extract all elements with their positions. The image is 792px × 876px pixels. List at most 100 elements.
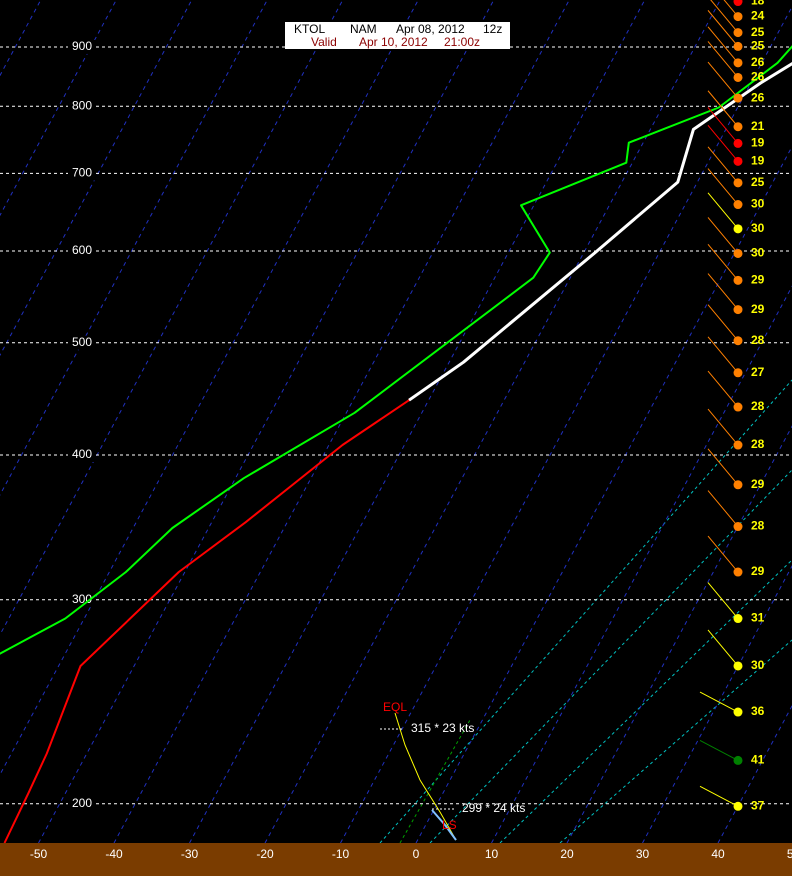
x-tick-label: -40 <box>105 847 123 861</box>
wind-speed: 29 <box>751 477 765 491</box>
y-tick-label: 800 <box>72 98 92 112</box>
wind-dot <box>733 275 743 285</box>
moist-adiabat <box>499 559 792 844</box>
y-tick-label: 200 <box>72 796 92 810</box>
x-tick-label: 0 <box>413 847 420 861</box>
wind-barb <box>707 10 739 47</box>
wind-speed: 28 <box>751 437 765 451</box>
profile-line <box>3 399 410 844</box>
wind-dot <box>733 156 743 166</box>
valid-date: Apr 10, 2012 <box>359 35 428 49</box>
x-tick-label: 40 <box>711 847 725 861</box>
y-tick-label-bg <box>68 796 96 811</box>
run-hour: 12z <box>483 22 502 36</box>
wind-speed: 28 <box>751 399 765 413</box>
wind-dot <box>733 305 743 315</box>
y-tick-label-bg <box>68 592 96 607</box>
level-label: LS <box>442 818 457 832</box>
header-box <box>285 22 510 49</box>
wind-speed: 29 <box>751 272 765 286</box>
wind-speed: 31 <box>751 611 765 625</box>
valid-label: Valid <box>311 35 337 49</box>
wind-speed: 36 <box>751 704 765 718</box>
wind-dot <box>733 755 743 765</box>
wind-barb <box>707 243 739 281</box>
wind-dot <box>733 122 743 132</box>
wind-speed: 29 <box>751 564 765 578</box>
wind-annotation: 299 * 24 kts <box>462 801 525 815</box>
wind-barb <box>707 61 739 99</box>
profile-line <box>408 61 792 402</box>
wind-barb <box>707 370 739 408</box>
wind-speed: 30 <box>751 246 765 260</box>
background-lines <box>379 379 792 844</box>
wind-barb <box>707 535 739 573</box>
profile-line <box>0 45 792 655</box>
wind-barb <box>707 168 739 205</box>
wind-dot <box>733 0 743 7</box>
wind-dot <box>733 178 743 188</box>
wind-dot <box>733 248 743 258</box>
y-tick-label: 600 <box>72 243 92 257</box>
wind-barb <box>699 739 739 761</box>
wind-barb <box>707 582 739 619</box>
wind-dot <box>733 138 743 148</box>
wind-dot <box>733 58 743 68</box>
wind-dot <box>733 707 743 717</box>
x-axis: -50 -40 -30 -20 -10 0 10 20 30 40 50 <box>30 847 792 861</box>
wind-dot <box>733 368 743 378</box>
wind-speed: 37 <box>751 798 765 812</box>
run-date: Apr 08, 2012 <box>396 22 465 36</box>
wind-speed: 28 <box>751 333 765 347</box>
wind-annotation: 315 * 23 kts <box>411 721 474 735</box>
valid-hour: 21:00z <box>444 35 480 49</box>
y-tick-label: 400 <box>72 447 92 461</box>
wind-speed: 30 <box>751 221 765 235</box>
wind-speed: 18 <box>751 0 765 8</box>
y-tick-label: 700 <box>72 166 92 180</box>
wind-barb <box>707 408 739 446</box>
level-label: EQL <box>383 700 407 714</box>
x-tick-label: 20 <box>560 847 574 861</box>
y-tick-label: 900 <box>72 39 92 53</box>
wind-speed: 26 <box>751 55 765 69</box>
x-tick-label: -30 <box>181 847 199 861</box>
y-tick-label-bg <box>68 39 96 54</box>
wind-dot <box>733 28 743 38</box>
wind-speed: 19 <box>751 136 765 150</box>
wind-barb <box>707 41 739 78</box>
x-tick-label: -10 <box>332 847 350 861</box>
y-tick-label-bg <box>68 243 96 258</box>
wind-barb <box>707 490 739 527</box>
wind-speed: 25 <box>751 175 765 189</box>
wind-column: 37 41 36 30 31 29 28 29 28 28 27 28 29 29 30 30 30 25 19 19… <box>699 0 765 812</box>
wind-dot <box>733 522 743 532</box>
wind-barb <box>707 125 739 162</box>
wind-barb <box>707 192 739 230</box>
x-tick-label: -20 <box>256 847 274 861</box>
y-tick-label-bg <box>68 99 96 114</box>
plot <box>0 45 792 844</box>
wind-barb <box>707 90 739 128</box>
moist-adiabat <box>429 469 792 844</box>
x-tick-label: 50 <box>787 847 792 861</box>
wind-barb <box>707 629 739 667</box>
moist-adiabat <box>379 379 792 844</box>
wind-dot <box>733 661 743 671</box>
axis-strip <box>0 843 792 876</box>
wind-dot <box>733 440 743 450</box>
wind-dot <box>733 614 743 624</box>
station: KTOL <box>294 22 325 36</box>
wind-barb <box>707 448 739 486</box>
y-tick-label-bg <box>68 166 96 181</box>
y-tick-label-bg <box>68 335 96 350</box>
wind-dot <box>733 12 743 22</box>
wind-barb <box>707 304 739 342</box>
wind-speed: 25 <box>751 25 765 39</box>
wind-barb <box>699 691 739 713</box>
wind-speed: 30 <box>751 197 765 211</box>
x-tick-label: 10 <box>485 847 499 861</box>
